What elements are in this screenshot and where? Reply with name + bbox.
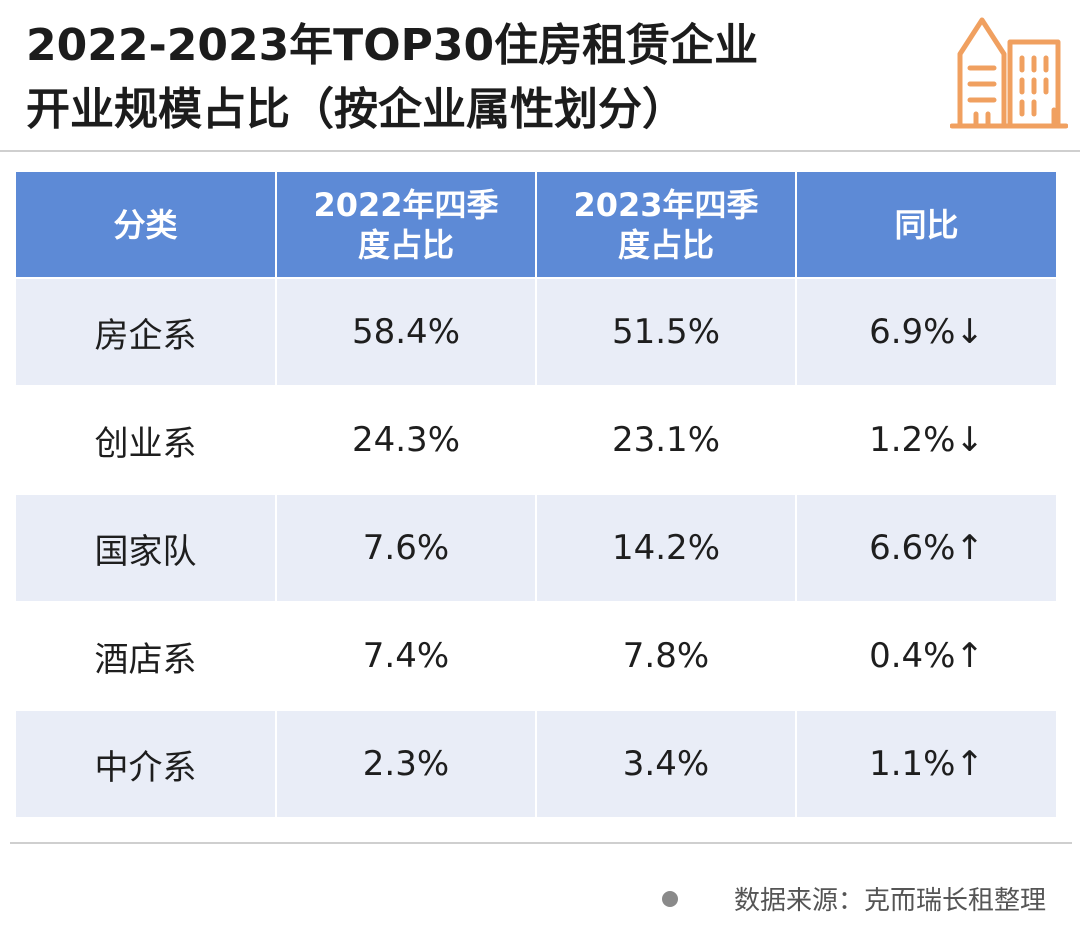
- table-row: 房企系 58.4% 51.5% 6.9%↓: [16, 277, 1056, 386]
- building-icon: [950, 17, 1068, 129]
- source-text: 数据来源：克而瑞长租整理: [733, 886, 1046, 916]
- cell-category: 中介系: [16, 709, 276, 817]
- source-note: 数据来源：克而瑞长租整理: [661, 880, 1046, 917]
- cell-yoy: 1.2%↓: [795, 385, 1056, 494]
- cell-yoy: 6.6%↑: [795, 493, 1056, 602]
- cell-q4-2022: 7.6%: [275, 493, 536, 602]
- cell-q4-2023: 14.2%: [535, 493, 796, 602]
- cell-yoy: 0.4%↑: [795, 601, 1056, 710]
- page-title-line-2: 开业规模占比（按企业属性划分）: [26, 84, 686, 135]
- cell-yoy: 1.1%↑: [795, 709, 1056, 817]
- cell-q4-2022: 2.3%: [275, 709, 536, 817]
- bottom-divider: [10, 842, 1072, 844]
- header-category: 分类: [16, 172, 276, 278]
- header-yoy: 同比: [795, 172, 1056, 278]
- top-divider: [0, 150, 1080, 152]
- bullet-dot-icon: [661, 890, 678, 907]
- header-q4-2022: 2022年四季 度占比: [275, 172, 536, 278]
- cell-category: 国家队: [16, 493, 276, 602]
- data-table: 分类 2022年四季 度占比 2023年四季 度占比 同比 房企系 58.4% 51…: [16, 172, 1056, 817]
- cell-q4-2022: 58.4%: [275, 277, 536, 386]
- table-row: 国家队 7.6% 14.2% 6.6%↑: [16, 493, 1056, 602]
- page-title: 2022-2023年TOP30住房租赁企业 开业规模占比（按企业属性划分）: [26, 14, 926, 142]
- page-title-line-1: 2022-2023年TOP30住房租赁企业: [26, 20, 759, 71]
- cell-q4-2022: 24.3%: [275, 385, 536, 494]
- cell-q4-2023: 23.1%: [535, 385, 796, 494]
- cell-q4-2023: 51.5%: [535, 277, 796, 386]
- cell-q4-2023: 3.4%: [535, 709, 796, 817]
- table-row: 中介系 2.3% 3.4% 1.1%↑: [16, 709, 1056, 817]
- cell-q4-2023: 7.8%: [535, 601, 796, 710]
- table-row: 创业系 24.3% 23.1% 1.2%↓: [16, 385, 1056, 494]
- cell-category: 酒店系: [16, 601, 276, 710]
- header-q4-2023: 2023年四季 度占比: [535, 172, 796, 278]
- cell-yoy: 6.9%↓: [795, 277, 1056, 386]
- table-header-row: 分类 2022年四季 度占比 2023年四季 度占比 同比: [16, 172, 1056, 278]
- cell-q4-2022: 7.4%: [275, 601, 536, 710]
- cell-category: 创业系: [16, 385, 276, 494]
- cell-category: 房企系: [16, 277, 276, 386]
- table-row: 酒店系 7.4% 7.8% 0.4%↑: [16, 601, 1056, 710]
